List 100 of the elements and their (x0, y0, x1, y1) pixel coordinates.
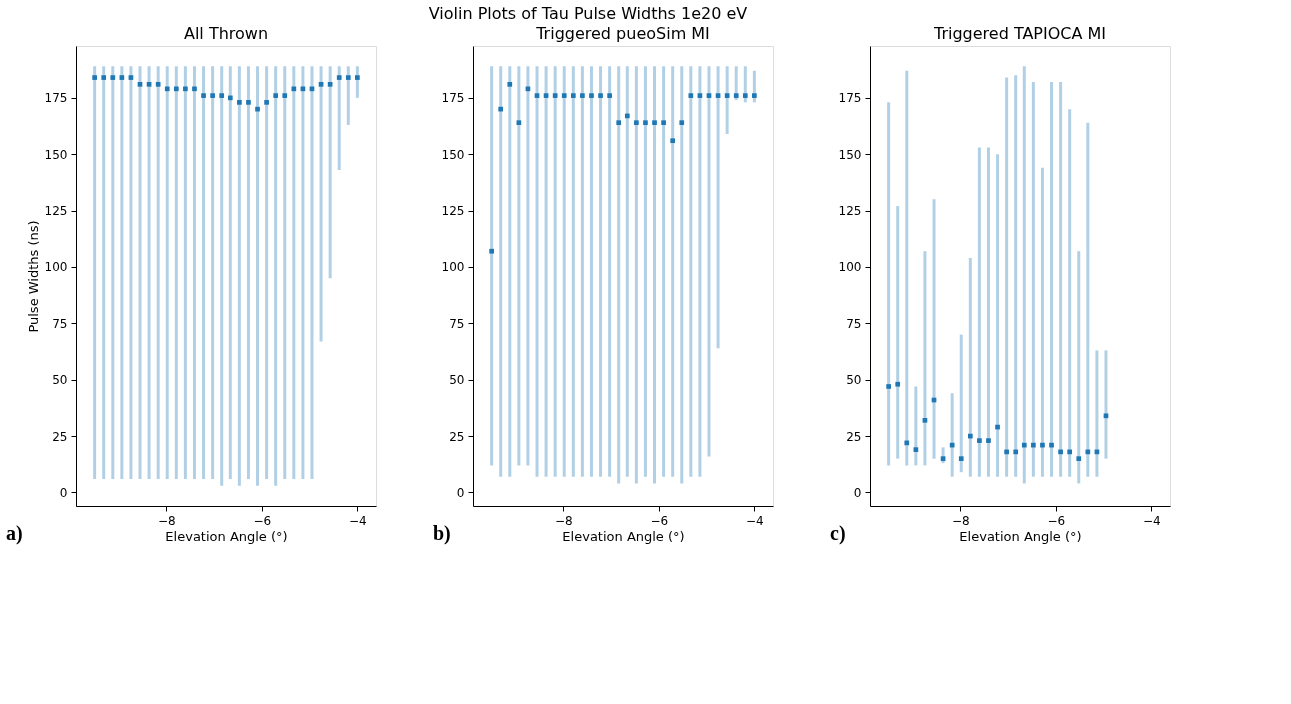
x-tick-label: −6 (1047, 513, 1066, 528)
point (101, 75, 107, 80)
point (679, 120, 685, 126)
point (1013, 449, 1019, 455)
point (282, 93, 288, 98)
point (183, 86, 188, 92)
point (922, 417, 928, 423)
point (264, 100, 269, 105)
point (291, 86, 297, 92)
point (1103, 413, 1109, 419)
point (355, 75, 360, 80)
point (624, 113, 630, 119)
point (137, 81, 143, 87)
point (345, 75, 351, 80)
point (634, 120, 639, 126)
x-tick-label: −8 (157, 513, 176, 528)
point (128, 75, 134, 80)
x-axis-title: Elevation Angle (°) (959, 528, 1082, 544)
point (552, 93, 558, 98)
point (498, 106, 504, 112)
point (697, 93, 703, 98)
y-tick-label: 0 (456, 485, 465, 500)
point (1049, 442, 1054, 448)
y-tick-label: 25 (449, 429, 465, 444)
point (598, 93, 603, 98)
point (255, 106, 260, 112)
x-tick-label: −6 (253, 513, 272, 528)
point (661, 120, 666, 126)
y-tick-label: 75 (52, 316, 68, 331)
y-tick-label: 50 (449, 373, 465, 388)
y-tick-label: 175 (44, 91, 68, 106)
point (210, 93, 215, 98)
point (986, 438, 991, 443)
text: c) (830, 522, 846, 545)
point (1067, 449, 1073, 455)
point (534, 93, 540, 98)
point (688, 93, 694, 98)
x-tick-label: −8 (554, 513, 573, 528)
point (706, 93, 712, 98)
point (543, 93, 549, 98)
point (913, 447, 919, 452)
point (733, 93, 739, 98)
point (227, 95, 233, 101)
x-axis-title: Elevation Angle (°) (562, 528, 685, 544)
point (192, 86, 197, 92)
point (309, 86, 315, 92)
text: Violin Plots of Tau Pulse Widths 1e20 eV (428, 3, 748, 23)
y-tick-label: 125 (441, 204, 465, 219)
point (561, 93, 567, 98)
point (724, 93, 730, 98)
point (958, 456, 964, 461)
y-tick-label: 0 (59, 485, 68, 500)
point (652, 120, 657, 126)
text: b) (433, 522, 451, 545)
point (525, 86, 531, 92)
x-tick-label: −4 (349, 513, 367, 528)
x-tick-label: −4 (746, 513, 764, 528)
point (318, 81, 324, 87)
x-axis-title: Elevation Angle (°) (165, 528, 288, 544)
point (715, 93, 721, 98)
point (904, 440, 910, 446)
point (507, 81, 513, 87)
point (580, 93, 585, 98)
y-tick-label: 175 (441, 91, 465, 106)
y-tick-label: 150 (441, 147, 465, 162)
point (201, 93, 206, 98)
point (1004, 449, 1009, 455)
y-tick-label: 0 (853, 485, 862, 500)
point (237, 100, 242, 105)
point (155, 81, 161, 87)
point (146, 81, 152, 87)
point (110, 75, 116, 80)
chart-title: Triggered TAPIOCA MI (932, 24, 1107, 43)
point (119, 75, 125, 80)
point (1076, 456, 1082, 461)
point (895, 381, 901, 387)
point (977, 438, 982, 443)
point (670, 138, 676, 144)
y-axis-title: Pulse Widths (ns) (25, 220, 41, 333)
y-tick-label: 50 (846, 373, 862, 388)
y-tick-label: 50 (52, 373, 68, 388)
point (489, 248, 494, 254)
y-tick-label: 150 (44, 147, 68, 162)
point (273, 93, 279, 98)
point (940, 456, 946, 461)
chart-title: Triggered pueoSim MI (535, 24, 710, 43)
point (336, 75, 342, 80)
y-tick-label: 125 (44, 204, 68, 219)
point (589, 93, 594, 98)
point (219, 93, 225, 98)
y-tick-label: 100 (838, 260, 862, 275)
point (1085, 449, 1091, 455)
y-tick-label: 175 (838, 91, 862, 106)
y-tick-label: 25 (52, 429, 68, 444)
point (995, 424, 1000, 430)
point (752, 93, 757, 98)
point (173, 86, 179, 92)
y-tick-label: 75 (449, 316, 465, 331)
point (164, 86, 170, 92)
y-tick-label: 75 (846, 316, 862, 331)
